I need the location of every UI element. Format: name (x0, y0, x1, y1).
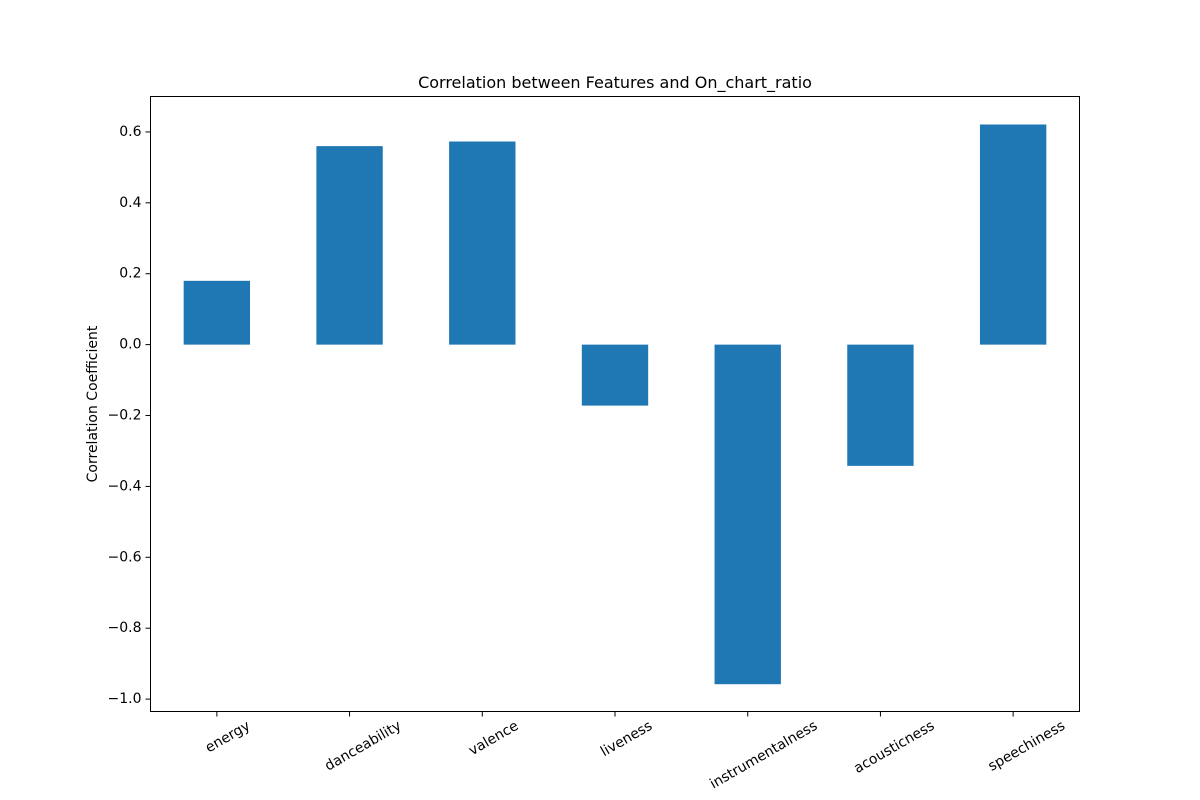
x-tick-label: valence (466, 718, 521, 759)
y-ticks-group: −1.0 −0.8 −0.6 −0.4 −0.2 0.0 0.2 0.4 0.6 (108, 124, 151, 707)
x-tick-label: energy (203, 718, 253, 756)
bars-group (183, 124, 1047, 685)
y-tick-label: −0.6 (108, 549, 142, 565)
bar-speechiness (979, 124, 1047, 345)
bar-danceability (316, 146, 383, 345)
bar-valence (449, 141, 516, 345)
y-tick-label: −0.2 (108, 408, 142, 424)
bar-instrumentalness (714, 344, 781, 685)
bar-liveness (581, 344, 649, 406)
x-tick-label: instrumentalness (707, 718, 820, 793)
y-tick-label: −1.0 (108, 691, 142, 707)
x-tick-label: danceability (322, 718, 404, 775)
plot-frame (150, 96, 1080, 712)
x-ticks-group: energy danceability valence liveness instrum… (203, 711, 1068, 793)
x-tick-label: speechiness (986, 718, 1068, 775)
bar-energy (183, 280, 251, 345)
y-tick-label: 0.6 (119, 124, 141, 140)
bar-acousticness (847, 344, 914, 466)
y-tick-label: 0.2 (119, 266, 141, 282)
y-tick-label: 0.4 (119, 195, 141, 211)
x-tick-label: acousticness (851, 718, 937, 777)
y-tick-label: 0.0 (119, 337, 141, 353)
y-axis-label: Correlation Coefficient (85, 325, 101, 482)
y-tick-label: −0.4 (108, 478, 142, 494)
chart-title: Correlation between Features and On_char… (418, 73, 812, 93)
y-tick-label: −0.8 (108, 620, 142, 636)
x-tick-label: liveness (598, 718, 655, 760)
